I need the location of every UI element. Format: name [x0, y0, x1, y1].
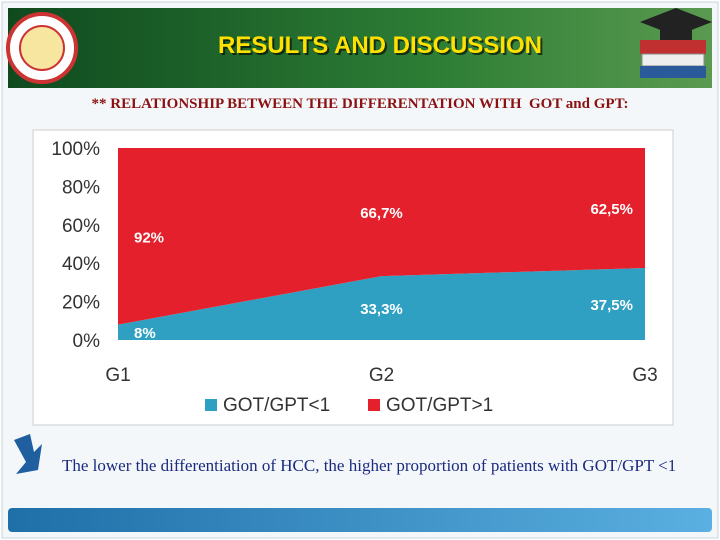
conclusion-box: The lower the differentiation of HCC, th… — [62, 456, 677, 475]
y-tick-label: 0% — [73, 331, 101, 352]
legend-swatch — [205, 399, 217, 411]
legend-label: GOT/GPT>1 — [386, 395, 493, 416]
chart: 0% 20% 40% 60% 80% 100% G1 G2 G3 8% 33,3% 37,5% 92% 6… — [51, 139, 657, 416]
data-label: 66,7% — [360, 205, 403, 222]
title-shadow: RESULTS AND DISCUSSION — [220, 34, 544, 61]
logo-inner — [19, 25, 65, 71]
arrow-icon — [14, 434, 42, 474]
subtitle: ** RELATIONSHIP BETWEEN THE DIFFERENTATI… — [91, 96, 629, 112]
data-label: 8% — [134, 325, 156, 342]
data-label: 37,5% — [590, 297, 633, 314]
y-tick-label: 100% — [51, 139, 100, 160]
data-label: 33,3% — [360, 301, 403, 318]
x-tick-label: G2 — [369, 365, 394, 386]
x-tick-label: G3 — [632, 365, 657, 386]
y-tick-label: 60% — [62, 216, 100, 237]
y-tick-label: 40% — [62, 254, 100, 275]
area — [118, 148, 645, 325]
footer-bar — [8, 508, 712, 532]
conclusion: The lower the differentiation of HCC, th… — [62, 456, 677, 475]
data-label: 62,5% — [590, 201, 633, 218]
title: RESULTS AND DISCUSSION — [218, 32, 542, 59]
legend-swatch — [368, 399, 380, 411]
x-tick-label: G1 — [105, 365, 130, 386]
y-tick-label: 80% — [62, 177, 100, 198]
header-bar — [8, 8, 712, 88]
area — [118, 268, 645, 340]
cap-icon — [640, 8, 712, 78]
subtitle-box: ** RELATIONSHIP BETWEEN THE DIFFERENTATI… — [91, 96, 629, 112]
legend-label: GOT/GPT<1 — [223, 395, 330, 416]
data-label: 92% — [134, 229, 164, 246]
y-tick-label: 20% — [62, 293, 100, 314]
